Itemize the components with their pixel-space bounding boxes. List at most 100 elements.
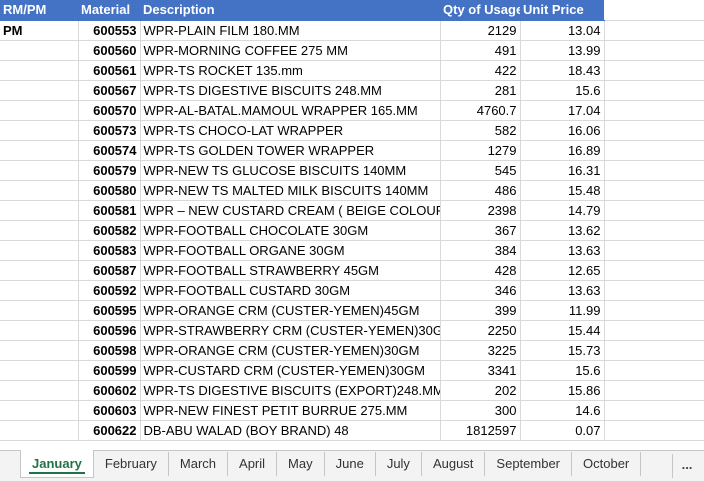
- cell-rm-pm[interactable]: [0, 140, 79, 161]
- cell-unit-price[interactable]: 11.99: [520, 300, 605, 321]
- cell-material[interactable]: 600581: [78, 200, 141, 221]
- cell-description[interactable]: WPR-TS DIGESTIVE BISCUITS 248.MM: [140, 80, 441, 101]
- empty-cell[interactable]: [604, 260, 704, 281]
- cell-description[interactable]: WPR-FOOTBALL CUSTARD 30GM: [140, 280, 441, 301]
- cell-qty-of-usage[interactable]: 367: [440, 220, 521, 241]
- cell-qty-of-usage[interactable]: 384: [440, 240, 521, 261]
- cell-unit-price[interactable]: 13.63: [520, 240, 605, 261]
- empty-cell[interactable]: [604, 60, 704, 81]
- cell-unit-price[interactable]: 17.04: [520, 100, 605, 121]
- cell-description[interactable]: WPR-NEW TS MALTED MILK BISCUITS 140MM: [140, 180, 441, 201]
- cell-qty-of-usage[interactable]: 422: [440, 60, 521, 81]
- cell-qty-of-usage[interactable]: 491: [440, 40, 521, 61]
- cell-rm-pm[interactable]: [0, 260, 79, 281]
- cell-description[interactable]: WPR-FOOTBALL CHOCOLATE 30GM: [140, 220, 441, 241]
- cell-material[interactable]: 600602: [78, 380, 141, 401]
- cell-rm-pm[interactable]: [0, 280, 79, 301]
- cell-unit-price[interactable]: 13.63: [520, 280, 605, 301]
- empty-cell[interactable]: [604, 100, 704, 121]
- cell-material[interactable]: 600598: [78, 340, 141, 361]
- cell-qty-of-usage[interactable]: 582: [440, 120, 521, 141]
- cell-qty-of-usage[interactable]: 2129: [440, 20, 521, 41]
- sheet-tab-april[interactable]: April: [228, 452, 278, 476]
- sheet-tab-february[interactable]: February: [94, 452, 169, 476]
- cell-description[interactable]: WPR-PLAIN FILM 180.MM: [140, 20, 441, 41]
- cell-description[interactable]: WPR-FOOTBALL STRAWBERRY 45GM: [140, 260, 441, 281]
- cell-unit-price[interactable]: 15.48: [520, 180, 605, 201]
- cell-material[interactable]: 600560: [78, 40, 141, 61]
- cell-material[interactable]: 600553: [78, 20, 141, 41]
- cell-material[interactable]: 600596: [78, 320, 141, 341]
- cell-qty-of-usage[interactable]: 3341: [440, 360, 521, 381]
- empty-cell[interactable]: [604, 180, 704, 201]
- cell-material[interactable]: 600567: [78, 80, 141, 101]
- empty-cell[interactable]: [604, 120, 704, 141]
- cell-rm-pm[interactable]: [0, 100, 79, 121]
- empty-cell[interactable]: [604, 140, 704, 161]
- cell-rm-pm[interactable]: [0, 340, 79, 361]
- cell-description[interactable]: WPR-STRAWBERRY CRM (CUSTER-YEMEN)30GM: [140, 320, 441, 341]
- cell-material[interactable]: 600592: [78, 280, 141, 301]
- cell-material[interactable]: 600587: [78, 260, 141, 281]
- cell-material[interactable]: 600561: [78, 60, 141, 81]
- cell-unit-price[interactable]: 13.62: [520, 220, 605, 241]
- cell-unit-price[interactable]: 15.6: [520, 360, 605, 381]
- cell-unit-price[interactable]: 13.99: [520, 40, 605, 61]
- header-description[interactable]: Description: [140, 0, 440, 21]
- cell-rm-pm[interactable]: PM: [0, 20, 79, 41]
- cell-unit-price[interactable]: 15.73: [520, 340, 605, 361]
- sheet-tab-october[interactable]: October: [572, 452, 642, 476]
- cell-unit-price[interactable]: 15.44: [520, 320, 605, 341]
- cell-qty-of-usage[interactable]: 4760.7: [440, 100, 521, 121]
- cell-description[interactable]: WPR-CUSTARD CRM (CUSTER-YEMEN)30GM: [140, 360, 441, 381]
- cell-description[interactable]: WPR-TS CHOCO-LAT WRAPPER: [140, 120, 441, 141]
- cell-qty-of-usage[interactable]: 545: [440, 160, 521, 181]
- cell-material[interactable]: 600583: [78, 240, 141, 261]
- cell-description[interactable]: WPR – NEW CUSTARD CREAM ( BEIGE COLOUR): [140, 200, 441, 221]
- empty-cell[interactable]: [604, 420, 704, 441]
- header-material[interactable]: Material: [78, 0, 140, 21]
- sheet-tab-march[interactable]: March: [169, 452, 229, 476]
- cell-unit-price[interactable]: 14.79: [520, 200, 605, 221]
- cell-rm-pm[interactable]: [0, 80, 79, 101]
- cell-unit-price[interactable]: 15.86: [520, 380, 605, 401]
- cell-material[interactable]: 600603: [78, 400, 141, 421]
- cell-rm-pm[interactable]: [0, 420, 79, 441]
- cell-material[interactable]: 600574: [78, 140, 141, 161]
- cell-description[interactable]: WPR-MORNING COFFEE 275 MM: [140, 40, 441, 61]
- cell-qty-of-usage[interactable]: 399: [440, 300, 521, 321]
- cell-qty-of-usage[interactable]: 1279: [440, 140, 521, 161]
- cell-material[interactable]: 600595: [78, 300, 141, 321]
- cell-rm-pm[interactable]: [0, 60, 79, 81]
- empty-cell[interactable]: [604, 320, 704, 341]
- cell-unit-price[interactable]: 18.43: [520, 60, 605, 81]
- cell-qty-of-usage[interactable]: 3225: [440, 340, 521, 361]
- cell-qty-of-usage[interactable]: 428: [440, 260, 521, 281]
- empty-cell[interactable]: [604, 240, 704, 261]
- cell-qty-of-usage[interactable]: 300: [440, 400, 521, 421]
- empty-cell[interactable]: [604, 80, 704, 101]
- cell-unit-price[interactable]: 12.65: [520, 260, 605, 281]
- header-qty-of-usage[interactable]: Qty of Usage: [440, 0, 520, 21]
- cell-description[interactable]: WPR-NEW FINEST PETIT BURRUE 275.MM: [140, 400, 441, 421]
- cell-rm-pm[interactable]: [0, 220, 79, 241]
- cell-description[interactable]: WPR-TS ROCKET 135.mm: [140, 60, 441, 81]
- cell-material[interactable]: 600582: [78, 220, 141, 241]
- cell-unit-price[interactable]: 16.06: [520, 120, 605, 141]
- empty-cell[interactable]: [604, 400, 704, 421]
- empty-cell[interactable]: [604, 280, 704, 301]
- cell-material[interactable]: 600579: [78, 160, 141, 181]
- cell-rm-pm[interactable]: [0, 300, 79, 321]
- cell-rm-pm[interactable]: [0, 380, 79, 401]
- cell-rm-pm[interactable]: [0, 40, 79, 61]
- sheet-tab-july[interactable]: July: [376, 452, 422, 476]
- cell-qty-of-usage[interactable]: 281: [440, 80, 521, 101]
- cell-rm-pm[interactable]: [0, 240, 79, 261]
- cell-rm-pm[interactable]: [0, 320, 79, 341]
- cell-description[interactable]: DB-ABU WALAD (BOY BRAND) 48: [140, 420, 441, 441]
- cell-material[interactable]: 600622: [78, 420, 141, 441]
- sheet-tab-january[interactable]: January: [20, 450, 94, 478]
- header-rm-pm[interactable]: RM/PM: [0, 0, 78, 21]
- cell-description[interactable]: WPR-FOOTBALL ORGANE 30GM: [140, 240, 441, 261]
- empty-cell[interactable]: [604, 380, 704, 401]
